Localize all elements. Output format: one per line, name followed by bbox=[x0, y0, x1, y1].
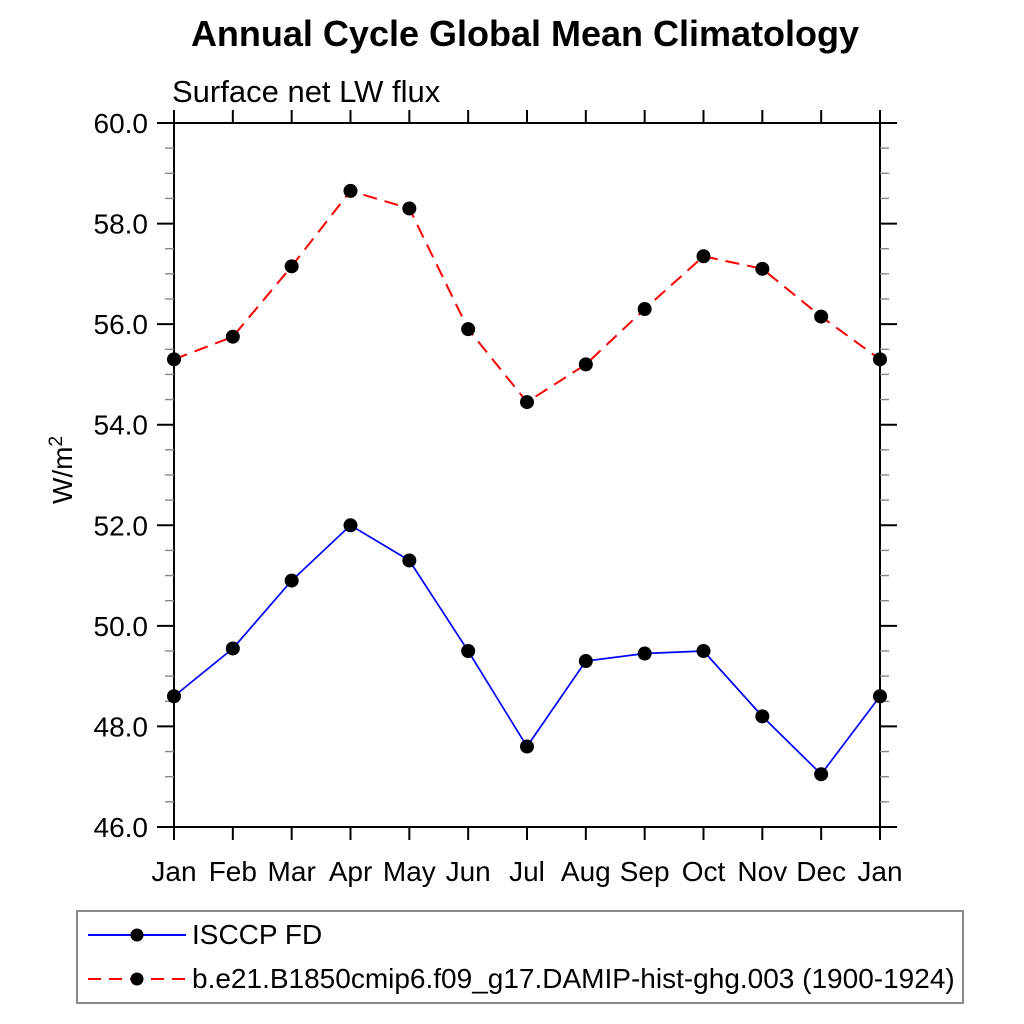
x-tick-label: Sep bbox=[620, 856, 670, 887]
y-tick-label: 52.0 bbox=[94, 510, 149, 541]
x-tick-label: Jun bbox=[446, 856, 491, 887]
x-tick-label: Jan bbox=[151, 856, 196, 887]
y-tick-label: 50.0 bbox=[94, 611, 149, 642]
x-tick-label: Mar bbox=[268, 856, 316, 887]
data-point-marker bbox=[284, 573, 299, 588]
series-line-1 bbox=[173, 189, 881, 404]
legend-line-sample-dashed-red bbox=[88, 972, 186, 986]
legend-entry-model: b.e21.B1850cmip6.f09_g17.DAMIP-hist-ghg.… bbox=[82, 962, 955, 996]
legend-entry-isccp: ISCCP FD bbox=[82, 918, 322, 952]
data-point-marker bbox=[225, 329, 240, 344]
data-point-marker bbox=[520, 395, 534, 410]
x-tick-label: Jan bbox=[857, 856, 902, 887]
data-point-marker bbox=[343, 183, 358, 198]
plot-border bbox=[173, 122, 881, 828]
x-tick-label: Feb bbox=[209, 856, 257, 887]
chart-title: Annual Cycle Global Mean Climatology bbox=[191, 13, 859, 54]
data-point-marker bbox=[696, 249, 711, 264]
y-tick-label: 56.0 bbox=[94, 309, 149, 340]
data-point-marker bbox=[873, 689, 887, 704]
chart-subtitle: Surface net LW flux bbox=[172, 74, 441, 109]
data-point-marker bbox=[755, 261, 770, 276]
x-tick-label: Dec bbox=[796, 856, 846, 887]
data-point-marker bbox=[578, 357, 593, 372]
y-axis-label: W/m2 bbox=[46, 436, 78, 504]
x-tick-label: May bbox=[383, 856, 436, 887]
data-point-marker bbox=[284, 259, 299, 274]
series-line-0 bbox=[173, 524, 881, 776]
data-point-marker bbox=[755, 709, 770, 724]
data-point-marker bbox=[461, 644, 476, 658]
data-point-marker bbox=[402, 553, 417, 568]
legend-box: ISCCP FD b.e21.B1850cmip6.f09_g17.DAMIP-… bbox=[76, 910, 964, 1004]
x-tick-label: Nov bbox=[737, 856, 787, 887]
x-tick-label: Aug bbox=[561, 856, 611, 887]
data-point-marker bbox=[167, 689, 181, 704]
data-point-marker bbox=[167, 352, 181, 367]
y-tick-label: 48.0 bbox=[94, 711, 149, 742]
legend-label-model: b.e21.B1850cmip6.f09_g17.DAMIP-hist-ghg.… bbox=[192, 963, 955, 994]
data-point-marker bbox=[402, 201, 417, 216]
legend-marker-dot-icon bbox=[130, 928, 144, 942]
data-series bbox=[167, 183, 887, 782]
data-point-marker bbox=[343, 518, 358, 533]
x-tick-label: Apr bbox=[329, 856, 373, 887]
y-tick-label: 46.0 bbox=[94, 812, 149, 843]
axes: 46.0 48.0 50.0 52.0 54.0 56.0 58.0 60.0 Jan Feb Ma… bbox=[94, 108, 903, 887]
y-tick-label: 60.0 bbox=[94, 108, 149, 139]
data-point-marker bbox=[520, 739, 534, 754]
legend-line-sample-solid-blue bbox=[88, 928, 186, 942]
data-point-marker bbox=[637, 646, 652, 661]
data-point-marker bbox=[225, 641, 240, 656]
x-tick-label: Jul bbox=[509, 856, 545, 887]
legend-label-isccp: ISCCP FD bbox=[192, 919, 323, 950]
legend-marker-dot-icon bbox=[130, 972, 144, 986]
data-point-marker bbox=[814, 309, 829, 324]
data-point-marker bbox=[696, 644, 711, 658]
data-point-marker bbox=[461, 322, 476, 337]
x-tick-label: Oct bbox=[682, 856, 726, 887]
data-point-marker bbox=[814, 767, 829, 782]
data-point-marker bbox=[873, 352, 887, 367]
data-point-marker bbox=[578, 654, 593, 669]
y-tick-label: 54.0 bbox=[94, 410, 149, 441]
y-tick-label: 58.0 bbox=[94, 209, 149, 240]
data-point-marker bbox=[637, 302, 652, 317]
